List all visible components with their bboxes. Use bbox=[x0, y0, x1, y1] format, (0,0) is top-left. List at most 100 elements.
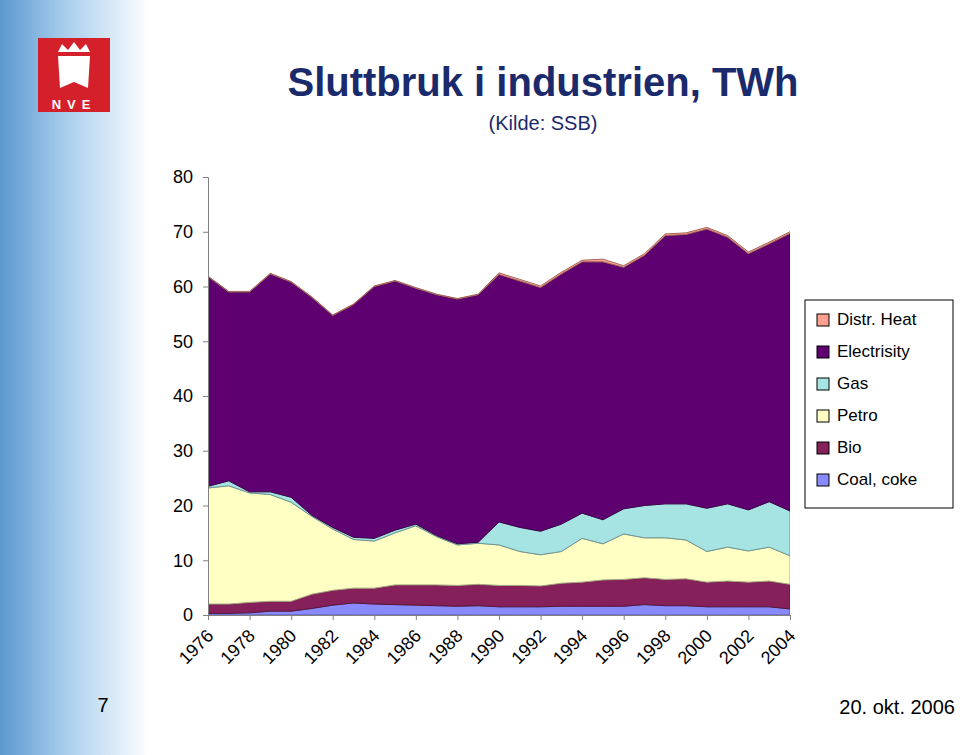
x-tick-label: 1986 bbox=[383, 626, 425, 668]
x-tick-label: 2002 bbox=[715, 626, 757, 668]
x-axis: 1976197819801982198419861988199019921994… bbox=[175, 615, 799, 668]
background bbox=[0, 0, 960, 755]
x-tick: 2002 bbox=[715, 615, 757, 668]
x-tick: 1978 bbox=[216, 615, 258, 668]
x-tick: 2004 bbox=[757, 615, 799, 668]
y-tick-label: 10 bbox=[173, 551, 193, 571]
legend-label: Gas bbox=[837, 374, 868, 393]
x-tick-mark bbox=[291, 615, 292, 620]
x-tick-mark bbox=[499, 615, 500, 620]
y-tick-label: 60 bbox=[173, 277, 193, 297]
y-tick: 70 bbox=[173, 222, 208, 242]
y-tick-mark bbox=[203, 232, 208, 233]
x-tick-mark bbox=[541, 615, 542, 620]
legend-swatch bbox=[817, 474, 829, 486]
x-tick: 1986 bbox=[383, 615, 425, 668]
x-tick-label: 2000 bbox=[674, 626, 716, 668]
date-label: 20. okt. 2006 bbox=[839, 696, 955, 718]
x-tick-label: 1980 bbox=[258, 626, 300, 668]
legend-swatch bbox=[817, 314, 829, 326]
x-tick-label: 2004 bbox=[757, 626, 799, 668]
y-tick-label: 30 bbox=[173, 441, 193, 461]
x-tick-label: 1998 bbox=[632, 626, 674, 668]
y-tick-mark bbox=[203, 560, 208, 561]
y-tick: 60 bbox=[173, 277, 208, 297]
y-tick: 20 bbox=[173, 496, 208, 516]
x-tick-mark bbox=[208, 615, 209, 620]
logo: NVE bbox=[38, 38, 110, 112]
x-tick-label: 1994 bbox=[549, 626, 591, 668]
background-strip bbox=[0, 0, 150, 755]
x-tick-mark bbox=[457, 615, 458, 620]
chart-svg: NVESluttbruk i industrien, TWh(Kilde: SS… bbox=[0, 0, 960, 755]
y-tick-mark bbox=[203, 396, 208, 397]
x-tick: 1998 bbox=[632, 615, 674, 668]
x-tick: 1996 bbox=[591, 615, 633, 668]
x-tick-mark bbox=[416, 615, 417, 620]
x-tick-mark bbox=[707, 615, 708, 620]
y-axis: 0 10 20 30 40 50 60 70 80 bbox=[173, 167, 209, 625]
legend-label: Petro bbox=[837, 406, 878, 425]
legend-swatch bbox=[817, 410, 829, 422]
x-tick: 1988 bbox=[424, 615, 466, 668]
y-tick-mark bbox=[203, 451, 208, 452]
x-axis-line bbox=[209, 616, 791, 621]
y-tick-mark bbox=[203, 615, 208, 616]
y-tick: 80 bbox=[173, 167, 208, 187]
x-tick: 1984 bbox=[341, 615, 383, 668]
y-tick-label: 70 bbox=[173, 222, 193, 242]
y-tick-mark bbox=[203, 506, 208, 507]
x-tick-mark bbox=[250, 615, 251, 620]
x-tick-label: 1976 bbox=[175, 626, 217, 668]
y-tick-mark bbox=[203, 177, 208, 178]
legend-swatch bbox=[817, 346, 829, 358]
logo-box bbox=[38, 38, 110, 96]
x-tick-mark bbox=[665, 615, 666, 620]
x-tick: 1992 bbox=[507, 615, 549, 668]
y-tick-label: 0 bbox=[183, 605, 193, 625]
x-tick-mark bbox=[582, 615, 583, 620]
x-tick-label: 1988 bbox=[424, 626, 466, 668]
legend-label: Distr. Heat bbox=[837, 310, 917, 329]
logo-bar bbox=[38, 96, 110, 112]
x-tick-mark bbox=[790, 615, 791, 620]
x-tick: 1994 bbox=[549, 615, 591, 668]
x-tick: 1980 bbox=[258, 615, 300, 668]
logo-text: NVE bbox=[52, 97, 97, 112]
x-tick-label: 1992 bbox=[507, 626, 549, 668]
subtitle: (Kilde: SSB) bbox=[489, 112, 598, 134]
logo-emblem bbox=[58, 42, 90, 88]
y-tick-label: 40 bbox=[173, 386, 193, 406]
area-series bbox=[208, 227, 790, 315]
y-tick-mark bbox=[203, 341, 208, 342]
y-axis-line bbox=[203, 178, 209, 616]
page-number: 7 bbox=[97, 694, 108, 716]
y-tick-label: 80 bbox=[173, 167, 193, 187]
x-tick: 1990 bbox=[466, 615, 508, 668]
y-tick-label: 20 bbox=[173, 496, 193, 516]
y-tick: 0 bbox=[183, 605, 208, 625]
legend-label: Bio bbox=[837, 438, 862, 457]
x-tick: 1976 bbox=[175, 615, 217, 668]
y-tick: 30 bbox=[173, 441, 208, 461]
x-tick: 2000 bbox=[674, 615, 716, 668]
legend-frame bbox=[805, 300, 953, 508]
x-tick-mark bbox=[374, 615, 375, 620]
y-tick: 10 bbox=[173, 551, 208, 571]
x-tick-mark bbox=[333, 615, 334, 620]
y-tick: 50 bbox=[173, 332, 208, 352]
x-tick-label: 1996 bbox=[591, 626, 633, 668]
legend: Distr. HeatElectrisityGasPetroBioCoal, c… bbox=[805, 300, 953, 508]
x-tick-label: 1978 bbox=[216, 626, 258, 668]
legend-swatch bbox=[817, 442, 829, 454]
chart-container: NVESluttbruk i industrien, TWh(Kilde: SS… bbox=[0, 0, 960, 755]
x-tick-mark bbox=[624, 615, 625, 620]
legend-label: Electrisity bbox=[837, 342, 910, 361]
plot-area bbox=[208, 227, 790, 615]
x-tick-label: 1982 bbox=[300, 626, 342, 668]
area-series bbox=[208, 229, 790, 544]
x-tick-label: 1984 bbox=[341, 626, 383, 668]
y-tick-label: 50 bbox=[173, 332, 193, 352]
y-tick-mark bbox=[203, 287, 208, 288]
x-tick-label: 1990 bbox=[466, 626, 508, 668]
